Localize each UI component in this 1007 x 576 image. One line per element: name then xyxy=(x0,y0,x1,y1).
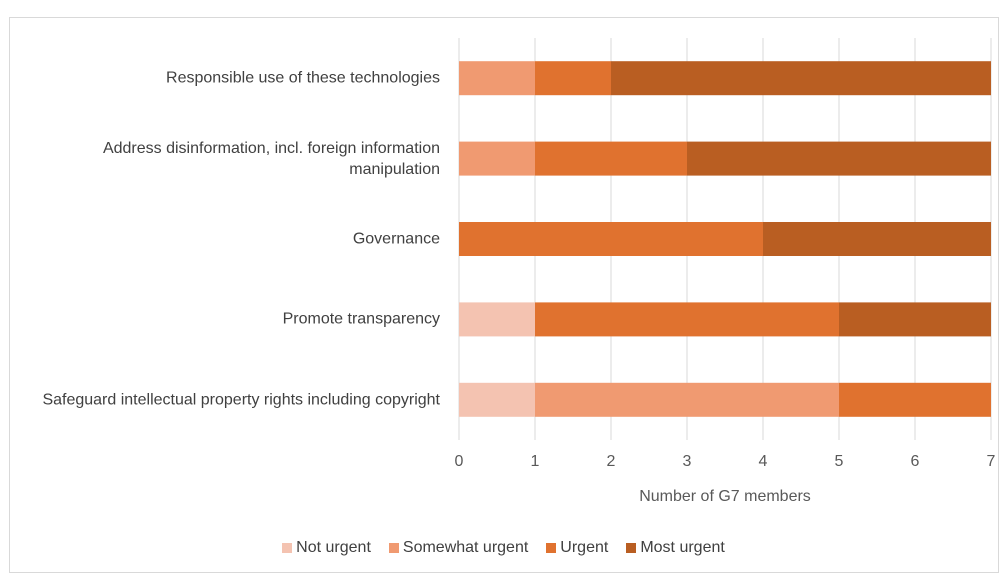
legend-item: Urgent xyxy=(546,539,608,557)
category-label: Governance xyxy=(352,230,440,248)
bar-segment xyxy=(611,61,991,96)
legend-swatch xyxy=(626,543,637,553)
legend: Not urgent Somewhat urgent Urgent Most urge… xyxy=(0,539,1007,557)
x-tick-label: 6 xyxy=(911,453,920,470)
bar-segment xyxy=(459,302,535,337)
legend-swatch xyxy=(282,543,293,553)
category-label: Address disinformation, incl. foreign in… xyxy=(102,139,440,178)
x-axis-title: Number of G7 members xyxy=(639,488,811,505)
legend-label: Urgent xyxy=(560,539,609,556)
bar-segment xyxy=(535,61,611,96)
x-tick-label: 5 xyxy=(835,453,844,470)
legend-label: Most urgent xyxy=(640,539,725,556)
category-label: Promote transparency xyxy=(282,310,440,328)
x-tick-label: 2 xyxy=(607,453,616,470)
legend-label: Somewhat urgent xyxy=(402,539,529,556)
legend-item: Not urgent xyxy=(282,539,371,557)
bar-segment xyxy=(535,141,687,176)
x-tick-label: 7 xyxy=(987,453,996,470)
category-label: Safeguard intellectual property rights i… xyxy=(42,391,440,409)
bar-segment xyxy=(459,61,535,96)
bar-segment xyxy=(535,302,839,337)
x-tick-label: 3 xyxy=(683,453,692,470)
legend-swatch xyxy=(388,543,399,553)
bar-segment xyxy=(687,141,991,176)
category-label: Responsible use of these technologies xyxy=(166,69,440,87)
chart-frame xyxy=(9,17,999,573)
legend-item: Most urgent xyxy=(626,539,725,557)
bar-segment xyxy=(459,141,535,176)
bar-segment xyxy=(459,382,535,417)
bar-segment xyxy=(459,222,763,256)
bar-segment xyxy=(535,382,839,417)
legend-label: Not urgent xyxy=(296,539,371,556)
bar-segment xyxy=(839,382,991,417)
x-tick-label: 1 xyxy=(531,453,540,470)
x-tick-label: 0 xyxy=(455,453,464,470)
x-tick-label: 4 xyxy=(759,453,768,470)
legend-swatch xyxy=(546,543,557,553)
legend-item: Somewhat urgent xyxy=(388,539,529,557)
bar-segment xyxy=(763,222,991,256)
bar-segment xyxy=(839,302,991,337)
